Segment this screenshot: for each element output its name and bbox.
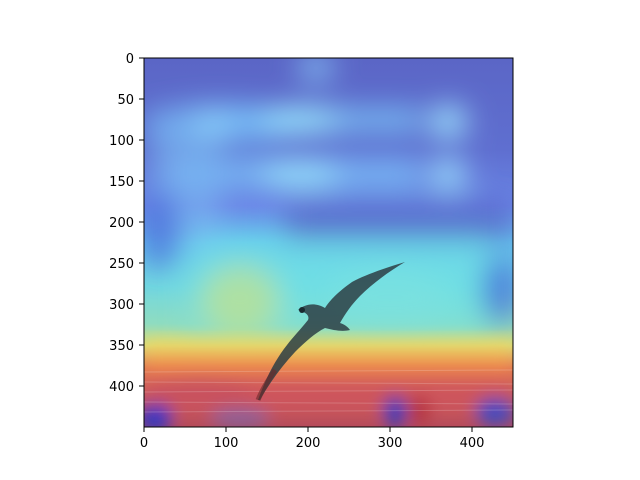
x-tick-label: 300: [378, 436, 403, 451]
y-tick-label: 250: [109, 257, 134, 272]
x-axis: 0 100 200 300 400: [140, 427, 485, 451]
y-tick-label: 300: [109, 298, 134, 313]
heatmap-image: [144, 58, 513, 427]
y-tick-label: 350: [109, 339, 134, 354]
y-tick-label: 50: [117, 93, 134, 108]
y-tick-label: 150: [109, 175, 134, 190]
y-tick-label: 100: [109, 134, 134, 149]
x-tick-label: 400: [460, 436, 485, 451]
y-tick-label: 200: [109, 216, 134, 231]
x-tick-label: 100: [214, 436, 239, 451]
plot-frame: [143, 57, 514, 428]
x-tick-label: 200: [296, 436, 321, 451]
bird-icon: [255, 262, 405, 401]
x-tick-label: 0: [140, 436, 148, 451]
y-axis: 0 50 100 150 200 250 300 350 400: [109, 52, 144, 395]
y-tick-label: 400: [109, 380, 134, 395]
y-tick-label: 0: [126, 52, 134, 67]
